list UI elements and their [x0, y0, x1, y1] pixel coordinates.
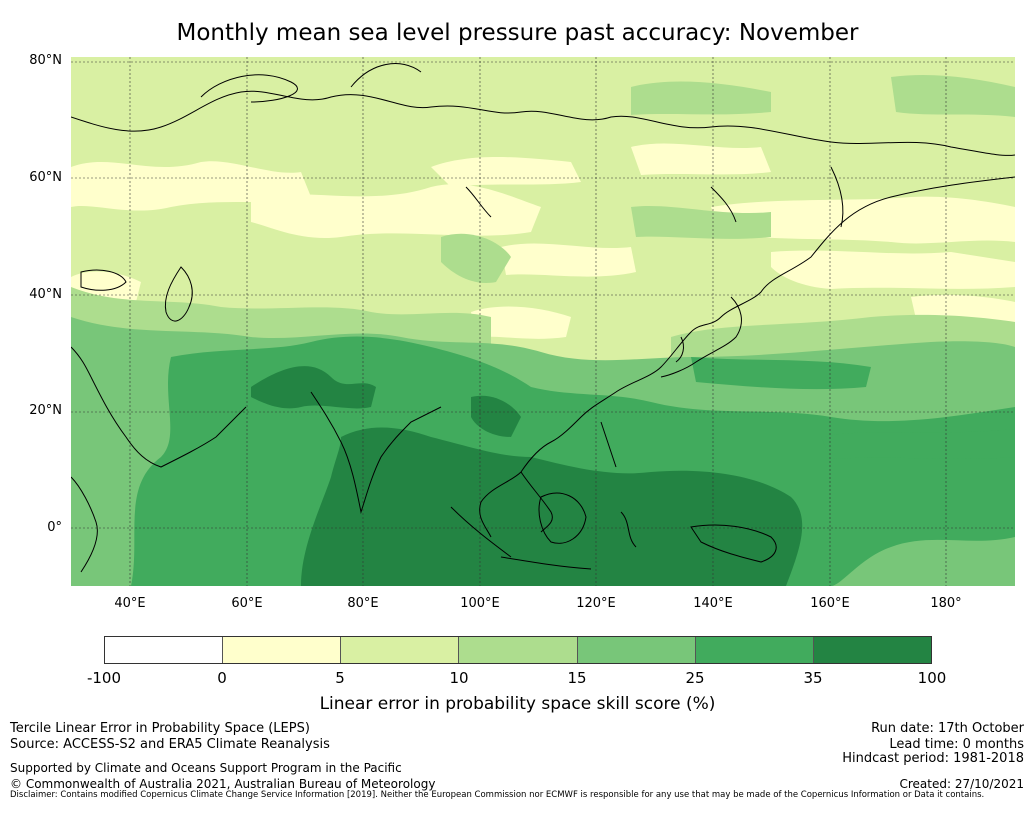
- hindcast-text: Hindcast period: 1981-2018: [842, 751, 1024, 766]
- copyright-text: © Commonwealth of Australia 2021, Austra…: [10, 777, 436, 791]
- colorbar-tick: -100: [86, 669, 122, 687]
- colorbar-tick: 35: [803, 669, 823, 687]
- field-35-100: [251, 366, 803, 586]
- lead-time-text: Lead time: 0 months: [889, 737, 1024, 752]
- colorbar-segment: [459, 637, 578, 663]
- created-text: Created: 27/10/2021: [899, 777, 1024, 791]
- graticule: [71, 57, 1015, 586]
- colorbar-segment: [223, 637, 342, 663]
- colorbar-tick: 100: [917, 669, 947, 687]
- lon-label-80e: 80°E: [347, 596, 379, 611]
- lat-label-40n: 40°N: [29, 287, 62, 302]
- colorbar-label: Linear error in probability space skill …: [319, 694, 716, 714]
- source-text: Source: ACCESS-S2 and ERA5 Climate Reana…: [10, 737, 330, 752]
- skill-map: [71, 57, 1015, 586]
- lon-label-140e: 140°E: [693, 596, 733, 611]
- support-text: Supported by Climate and Oceans Support …: [10, 761, 402, 775]
- lat-label-60n: 60°N: [29, 170, 62, 185]
- colorbar-tick: 15: [567, 669, 587, 687]
- lon-label-120e: 120°E: [576, 596, 616, 611]
- colorbar-segment: [341, 637, 460, 663]
- coastlines: [71, 63, 1015, 573]
- colorbar-tick: 5: [335, 669, 345, 687]
- colorbar-segment: [577, 637, 696, 663]
- lon-label-100e: 100°E: [460, 596, 500, 611]
- colorbar-tick: 10: [449, 669, 469, 687]
- colorbar: [104, 636, 932, 664]
- lat-label-80n: 80°N: [29, 53, 62, 68]
- lon-label-60e: 60°E: [231, 596, 263, 611]
- lat-label-0: 0°: [47, 520, 62, 535]
- method-text: Tercile Linear Error in Probability Spac…: [10, 721, 310, 736]
- chart-title: Monthly mean sea level pressure past acc…: [176, 20, 859, 46]
- colorbar-segment: [105, 637, 224, 663]
- colorbar-segment: [813, 637, 931, 663]
- lon-label-180: 180°: [930, 596, 962, 611]
- run-date-text: Run date: 17th October: [871, 721, 1024, 736]
- colorbar-tick: 0: [217, 669, 227, 687]
- colorbar-segment: [695, 637, 814, 663]
- lat-label-20n: 20°N: [29, 403, 62, 418]
- lon-label-160e: 160°E: [810, 596, 850, 611]
- disclaimer-text: Disclaimer: Contains modified Copernicus…: [10, 790, 985, 800]
- lon-label-40e: 40°E: [114, 596, 146, 611]
- colorbar-tick: 25: [685, 669, 705, 687]
- skill-map-svg: [71, 57, 1015, 586]
